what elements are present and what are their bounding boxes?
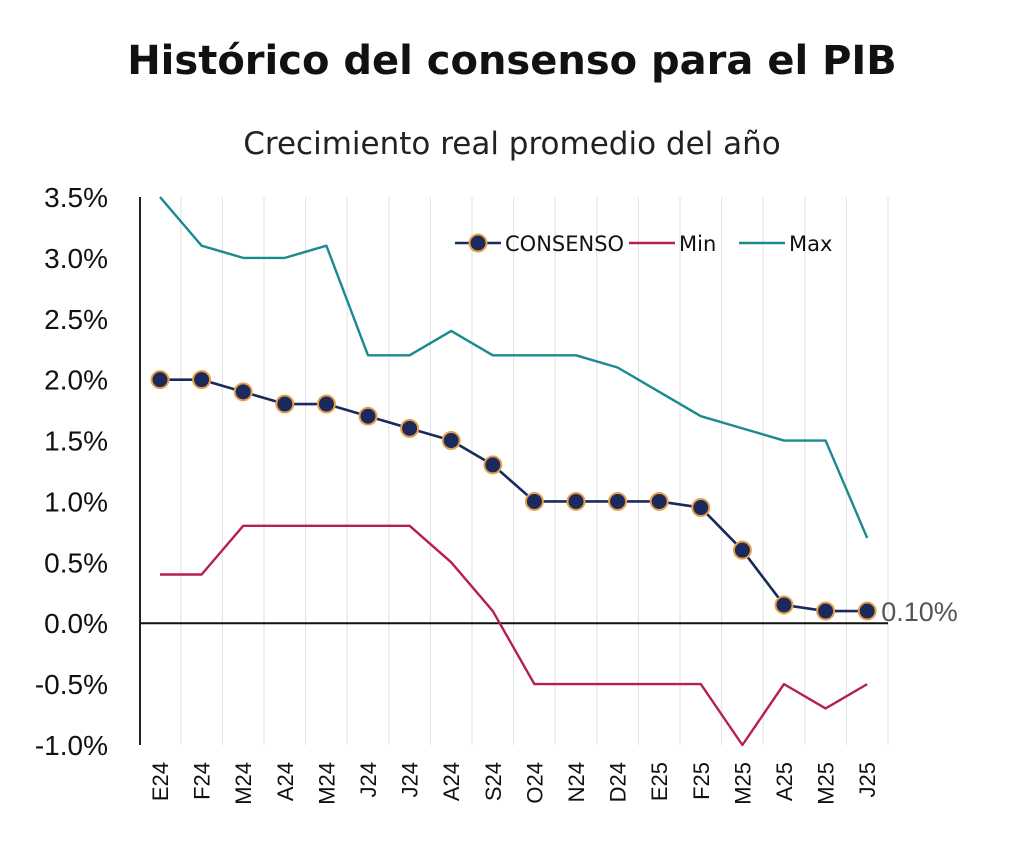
consenso-point	[275, 394, 295, 414]
consenso-point	[192, 370, 212, 390]
x-tick-label: M25	[814, 762, 839, 805]
last-value-label: 0.10%	[881, 597, 958, 627]
consenso-markers	[150, 370, 877, 621]
consenso-point	[816, 601, 836, 621]
legend-marker	[468, 233, 488, 253]
legend-label: Min	[679, 232, 716, 256]
x-tick-label: A24	[273, 762, 298, 801]
consenso-point	[150, 370, 170, 390]
consenso-point	[691, 498, 711, 518]
consenso-point	[358, 406, 378, 426]
series-line-max	[159, 196, 869, 539]
consenso-point	[483, 455, 503, 475]
x-tick-label: E24	[148, 762, 173, 801]
x-tick-label: O24	[522, 762, 547, 804]
y-tick-label: 0.0%	[44, 608, 108, 639]
y-tick-label: 2.5%	[44, 304, 108, 335]
x-tick-label: M25	[730, 762, 755, 805]
y-tick-label: 0.5%	[44, 547, 108, 578]
x-tick-label: F24	[190, 762, 215, 800]
axes	[139, 197, 888, 745]
vertical-gridlines	[180, 197, 889, 745]
consenso-point	[732, 540, 752, 560]
y-tick-label: 2.0%	[44, 365, 108, 396]
consenso-point	[441, 431, 461, 451]
x-tick-label: D24	[606, 762, 631, 802]
x-tick-label: S24	[481, 762, 506, 801]
x-tick-label: N24	[564, 762, 589, 802]
y-tick-label: -0.5%	[35, 669, 108, 700]
legend-label: CONSENSO	[505, 232, 624, 256]
consenso-point	[316, 394, 336, 414]
series-line-min	[160, 524, 868, 747]
x-tick-label: J24	[398, 762, 423, 797]
x-tick-label: M24	[314, 762, 339, 805]
y-tick-label: 3.5%	[44, 182, 108, 213]
consenso-point	[774, 595, 794, 615]
x-tick-label: M24	[231, 762, 256, 805]
x-tick-label: J25	[855, 762, 880, 797]
tick-labels: -1.0% -0.5% 0.0% 0.5% 1.0% 1.5% 2.0% 2.5% 3.0% 3.…	[35, 182, 958, 805]
y-tick-label: 3.0%	[44, 243, 108, 274]
y-tick-label: 1.5%	[44, 426, 108, 457]
consenso-point	[233, 382, 253, 402]
x-tick-label: F25	[689, 762, 714, 800]
legend-label: Max	[789, 232, 832, 256]
consenso-point	[608, 491, 628, 511]
consenso-point	[649, 491, 669, 511]
x-tick-label: E25	[647, 762, 672, 801]
x-tick-label: A24	[439, 762, 464, 801]
y-tick-label: 1.0%	[44, 486, 108, 517]
consenso-point	[566, 491, 586, 511]
chart-subtitle: Crecimiento real promedio del año	[243, 126, 781, 162]
consenso-point	[857, 601, 877, 621]
y-tick-label: -1.0%	[35, 730, 108, 761]
x-tick-label: A25	[772, 762, 797, 801]
consenso-point	[400, 418, 420, 438]
chart-title: Histórico del consenso para el PIB	[127, 38, 897, 84]
legend: CONSENSO Min Max	[455, 232, 832, 256]
x-tick-label: J24	[356, 762, 381, 797]
consenso-point	[524, 491, 544, 511]
